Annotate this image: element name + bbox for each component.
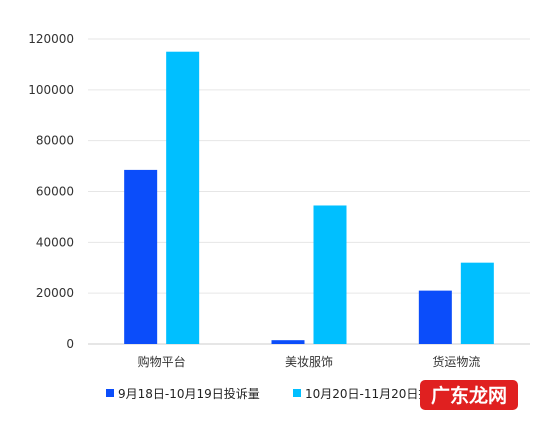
bar-1-3	[418, 290, 452, 344]
bar-1-2	[271, 340, 305, 344]
x-category-label: 购物平台	[138, 354, 186, 369]
legend: 9月18日-10月19日投诉量 10月20日-11月20日投诉量	[106, 386, 454, 401]
legend-swatch-series-1	[106, 389, 114, 397]
y-tick-label: 60000	[36, 185, 74, 199]
legend-swatch-series-2	[293, 389, 301, 397]
legend-label-series-1: 9月18日-10月19日投诉量	[118, 386, 260, 401]
bars	[124, 51, 494, 344]
x-category-label: 美妆服饰	[285, 355, 333, 369]
legend-label-series-2: 10月20日-11月20日投诉量	[305, 386, 454, 401]
grid-layer	[88, 38, 530, 345]
x-axis-categories: 购物平台 美妆服饰 货运物流	[138, 354, 481, 369]
y-tick-label: 20000	[36, 286, 74, 300]
y-tick-label: 40000	[36, 235, 74, 249]
bar-1-1	[124, 169, 158, 344]
y-tick-label: 100000	[28, 83, 74, 97]
watermark: 广东龙网	[420, 380, 518, 410]
x-category-label: 货运物流	[432, 354, 480, 369]
y-tick-label: 120000	[28, 32, 74, 46]
watermark-background	[420, 380, 518, 410]
y-axis-ticks: 0 20000 40000 60000 80000 100000 120000	[28, 32, 74, 351]
watermark-text: 广东龙网	[431, 384, 507, 407]
bar-2-3	[460, 262, 494, 344]
bar-2-1	[166, 51, 200, 344]
bar-2-2	[313, 205, 347, 344]
y-tick-label: 80000	[36, 134, 74, 148]
y-tick-label: 0	[66, 337, 74, 351]
